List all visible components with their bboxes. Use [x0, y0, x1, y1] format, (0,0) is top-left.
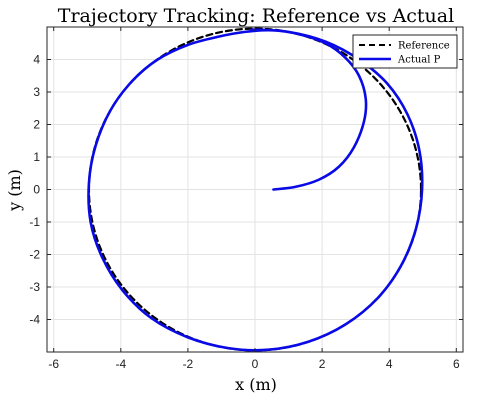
y-tick-label: 1 — [33, 150, 40, 164]
x-tick-label: -6 — [48, 357, 59, 371]
x-axis-label: x (m) — [235, 375, 277, 394]
y-tick-label: -2 — [29, 248, 40, 262]
y-tick-label: -3 — [29, 280, 40, 294]
x-tick-label: 6 — [453, 357, 460, 371]
chart-title: Trajectory Tracking: Reference vs Actual — [58, 5, 454, 27]
y-tick-label: 0 — [33, 183, 40, 197]
y-tick-label: 4 — [33, 53, 40, 67]
actual-series-line — [87, 28, 424, 352]
plot-area: -6 -4 -2 0 2 4 6 -4 -3 -2 -1 0 1 2 3 4 — [29, 26, 464, 371]
legend-label: Reference — [398, 41, 450, 52]
y-tick-label: -4 — [29, 313, 40, 327]
legend-label: Actual P — [397, 55, 441, 66]
y-tick-label: 2 — [33, 118, 40, 132]
legend: Reference Actual P — [352, 34, 458, 69]
x-tick-label: 4 — [386, 357, 393, 371]
y-tick-label: 3 — [33, 85, 40, 99]
legend-box — [352, 34, 458, 69]
y-axis-label: y (m) — [5, 169, 24, 212]
y-tick-label: -1 — [29, 215, 40, 229]
x-tick-label: -2 — [183, 357, 194, 371]
x-tick-label: 2 — [319, 357, 326, 371]
x-tick-label: 0 — [252, 357, 259, 371]
x-tick-label: -4 — [115, 357, 126, 371]
